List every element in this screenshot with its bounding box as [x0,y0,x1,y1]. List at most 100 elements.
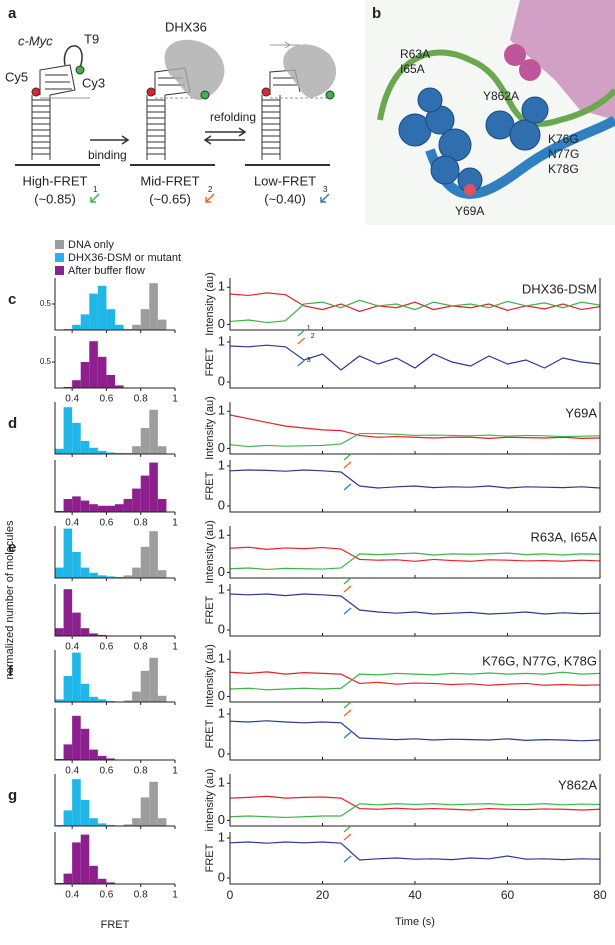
histogram-bar [149,283,158,330]
trace-line [229,469,601,489]
histogram-bar [97,575,107,578]
histogram-bar [149,531,158,578]
y-axis-label: FRET [204,471,216,500]
histogram-bar [123,328,133,330]
state-index: 2 [208,185,213,194]
y-tick-label: 1 [218,775,225,790]
histogram-bar [132,818,141,826]
axis [54,278,175,331]
trace-line [229,292,601,313]
sphere-pink [519,59,541,81]
trace-line [229,720,601,742]
histogram-bar [55,758,64,760]
protein-name: DHX36 [165,19,207,34]
transition-arrow [343,483,352,491]
transition-arrow [343,709,352,717]
y-tick-label: 0 [218,688,225,703]
histogram-bar [80,441,90,454]
x-tick-label: 0.6 [99,394,113,405]
trace-line [229,299,601,324]
trace-line [229,795,601,811]
schematic [15,41,330,166]
trace-line [229,671,601,691]
histogram-bar [97,505,107,512]
y-tick-label: 1 [218,705,225,720]
histogram-bar [97,823,107,826]
legend-swatch [55,266,64,275]
histogram-bar [115,324,124,330]
histogram-bar [55,510,64,512]
series-name: Y69A [565,405,597,420]
histogram-bar [72,552,81,578]
histogram-bar [80,800,90,826]
axis [229,336,601,389]
trace-line [229,803,601,819]
series-name: K76G, N77G, K78G [482,653,597,668]
trace-line [229,414,601,440]
y-tick-label: 0 [218,497,225,512]
histogram-bar [140,475,150,512]
histogram-bar [149,462,158,512]
state-name: Mid-FRET [140,173,199,188]
histogram-bar [63,499,73,512]
histogram-bar [72,380,81,388]
axis [54,526,175,579]
histogram-bar [132,488,141,512]
histogram-bar [123,499,133,512]
y-tick-label: 1 [218,651,225,666]
x-tick-label: 0.6 [99,890,113,901]
histogram-bar [132,567,141,578]
cy5-dot [146,87,156,97]
histogram-bar [55,882,64,884]
legend-swatch [55,253,64,262]
series-name: R63A, I65A [531,529,598,544]
histogram-bar [97,878,107,884]
histogram-bar [106,452,115,454]
trace-line [229,552,601,571]
residue-label: K78G [548,162,579,176]
arrow-label: refolding [210,110,256,124]
histogram-bar [55,699,64,702]
x-tick-label: 0.8 [134,518,148,529]
axis [229,832,601,885]
histogram-bar [72,496,81,512]
trace-line [229,432,601,448]
histogram-bar [97,755,107,760]
histogram-bar [80,834,90,884]
x-axis-label: Time (s) [395,916,435,928]
y-tick-label: 1 [218,829,225,844]
state-index: 1 [93,185,98,194]
histogram-bar [72,842,81,884]
y-axis-label: Intensity (au) [204,396,216,460]
helicase-blob [164,39,225,100]
histogram-bar [89,749,98,760]
y-tick-label: 0 [218,564,225,579]
histogram-bar [80,728,90,760]
histogram-bar [55,824,64,826]
histogram-bar [123,700,133,702]
y-tick-label: 1 [218,581,225,596]
y-tick-label: 0 [218,621,225,636]
histogram-bar [55,448,64,454]
x-tick-label: 20 [316,888,330,902]
histogram-bar [140,309,150,330]
histogram-bar [72,652,81,702]
histogram-bar [123,575,133,578]
x-tick-label: 80 [593,888,607,902]
state-arrow [205,193,215,203]
histogram-bar [157,818,167,826]
histogram-bar [106,700,115,702]
state-name: Low-FRET [254,173,316,188]
dna-name: c-Myc [18,33,53,48]
x-tick-label: 0.8 [134,642,148,653]
residue-label: N77G [548,147,579,161]
histogram-bar [89,633,98,636]
y-tick-label: 0 [218,440,225,455]
x-tick-label: 0.4 [65,518,79,529]
histogram-bar [106,375,115,388]
x-tick-label: 1 [172,518,178,529]
state-arrow [320,193,330,203]
trace-line [229,671,601,686]
histogram-bar [132,691,141,702]
histogram-bar [80,628,90,636]
